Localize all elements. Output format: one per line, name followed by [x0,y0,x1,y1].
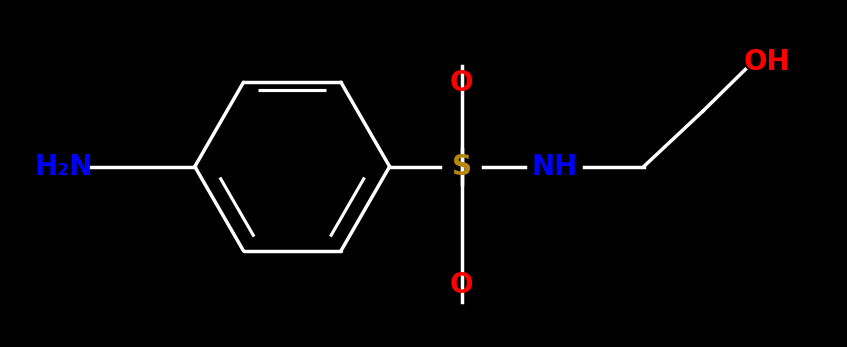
Text: OH: OH [743,49,790,76]
Text: O: O [450,271,473,298]
Text: O: O [450,69,473,97]
Text: S: S [451,153,472,180]
Text: NH: NH [532,153,578,180]
Text: H₂N: H₂N [35,153,92,180]
